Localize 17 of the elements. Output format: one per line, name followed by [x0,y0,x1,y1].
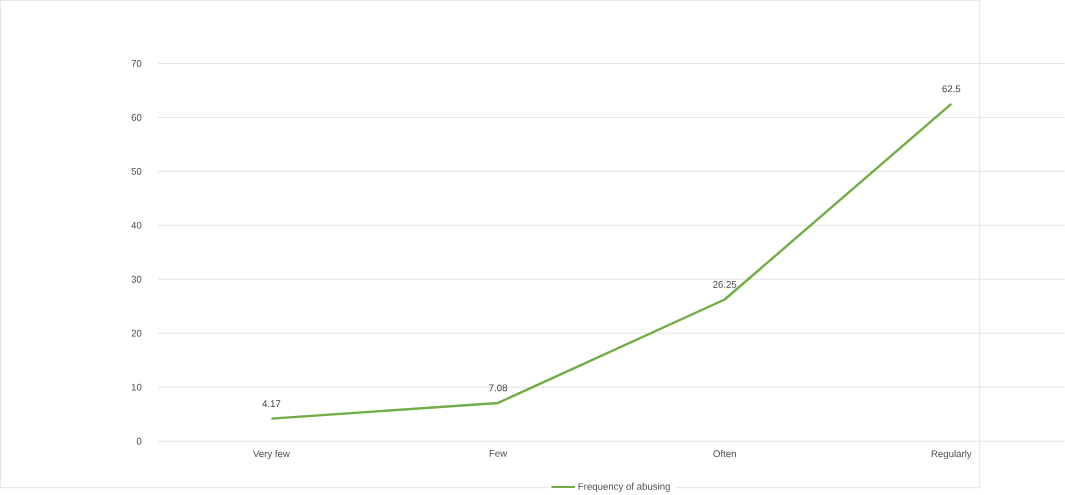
x-tick-label: Few [489,450,508,457]
legend-label: Frequency of abusing [578,482,670,492]
y-tick-label: 70 [131,60,142,67]
data-label: 7.08 [489,384,507,392]
y-tick-label: 10 [131,383,142,391]
y-tick-label: 0 [136,437,142,445]
data-label: 4.17 [262,400,281,408]
data-label: 26.25 [713,281,737,288]
x-tick-label: Often [713,450,736,458]
y-tick-label: 60 [131,114,142,121]
y-tick-label: 20 [131,329,142,337]
x-tick-label: Regularly [931,450,972,460]
y-tick-label: 30 [131,275,142,283]
x-tick-label: Very few [252,450,290,460]
y-tick-label: 50 [131,168,142,175]
y-tick-label: 40 [131,221,142,229]
data-label: 62.5 [942,85,961,93]
